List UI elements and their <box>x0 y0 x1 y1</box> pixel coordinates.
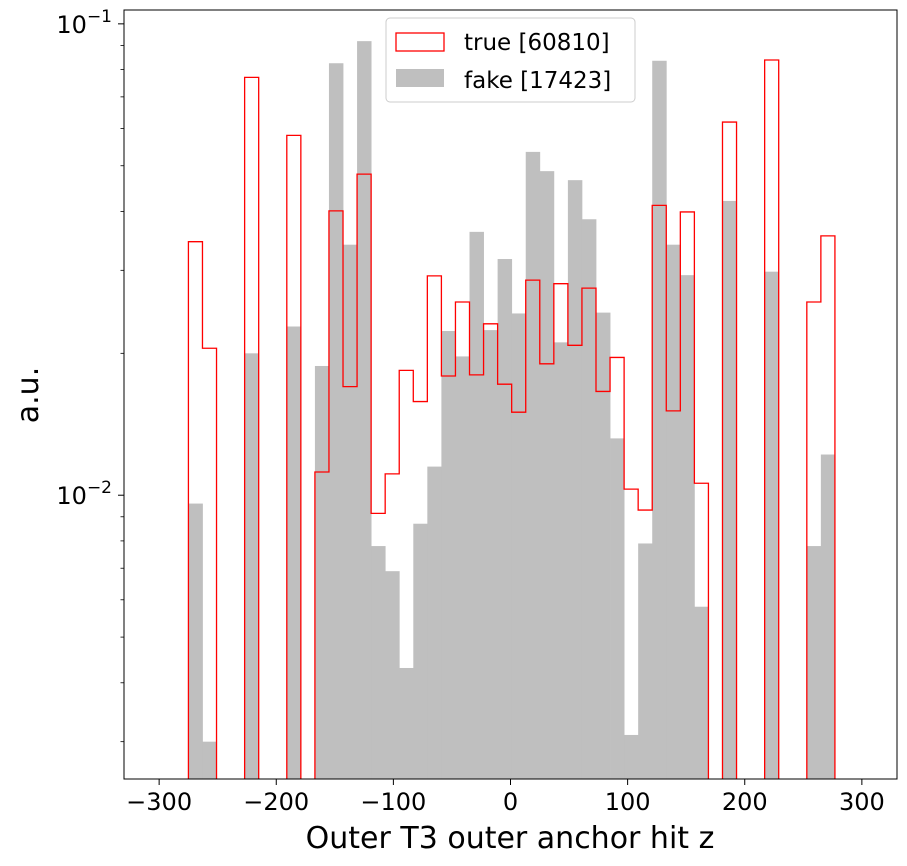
fake-bar <box>652 61 666 779</box>
fake-bar <box>245 353 259 779</box>
legend: true [60810] fake [17423] <box>386 18 635 102</box>
fake-bar <box>610 438 624 779</box>
fake-bar <box>343 245 357 779</box>
fake-bar <box>371 546 385 779</box>
x-tick-label: −200 <box>243 788 309 816</box>
y-axis-label: a.u. <box>11 367 46 423</box>
fake-bar <box>484 330 498 779</box>
fake-bar <box>666 245 680 779</box>
legend-fake-swatch <box>396 69 444 87</box>
fake-bar <box>427 467 441 779</box>
legend-fake-label: fake [17423] <box>464 68 611 94</box>
fake-bar <box>399 668 413 779</box>
fake-bar <box>188 504 202 779</box>
fake-bar <box>680 275 694 779</box>
x-tick-label: 200 <box>722 788 768 816</box>
fake-bar <box>554 342 568 779</box>
fake-bar <box>202 742 216 779</box>
fake-bar <box>512 313 526 779</box>
fake-bar <box>526 152 540 779</box>
x-tick-label: 0 <box>503 788 518 816</box>
fake-bar <box>638 543 652 779</box>
fake-bar <box>329 63 343 779</box>
fake-bar <box>765 272 779 779</box>
fake-bar <box>807 546 821 779</box>
x-axis-label: Outer T3 outer anchor hit z <box>306 821 715 856</box>
fake-bar <box>540 171 554 779</box>
fake-bar <box>568 180 582 779</box>
fake-bar <box>624 735 638 779</box>
fake-bar <box>315 366 329 779</box>
fake-bar <box>455 356 469 779</box>
fake-bar <box>385 571 399 779</box>
x-tick-label: 100 <box>605 788 651 816</box>
fake-bar <box>287 327 301 780</box>
fake-bar <box>413 524 427 779</box>
x-tick-label: −300 <box>126 788 192 816</box>
fake-bar <box>821 455 835 779</box>
x-tick-label: 300 <box>839 788 885 816</box>
x-axis: −300 −200 −100 0 100 200 300 <box>126 779 885 816</box>
fake-bar <box>498 259 512 779</box>
fake-bar <box>596 313 610 779</box>
fake-bar <box>694 607 708 779</box>
x-tick-label: −100 <box>360 788 426 816</box>
legend-true-label: true [60810] <box>464 30 610 56</box>
fake-bar <box>357 41 371 779</box>
fake-bar <box>722 201 736 779</box>
y-axis: 10−1 10−2 <box>56 7 124 742</box>
y-tick-label: 10−2 <box>56 478 112 510</box>
y-tick-label: 10−1 <box>56 7 112 39</box>
fake-bar <box>441 331 455 779</box>
fake-bar <box>582 219 596 779</box>
fake-bar <box>470 232 484 779</box>
